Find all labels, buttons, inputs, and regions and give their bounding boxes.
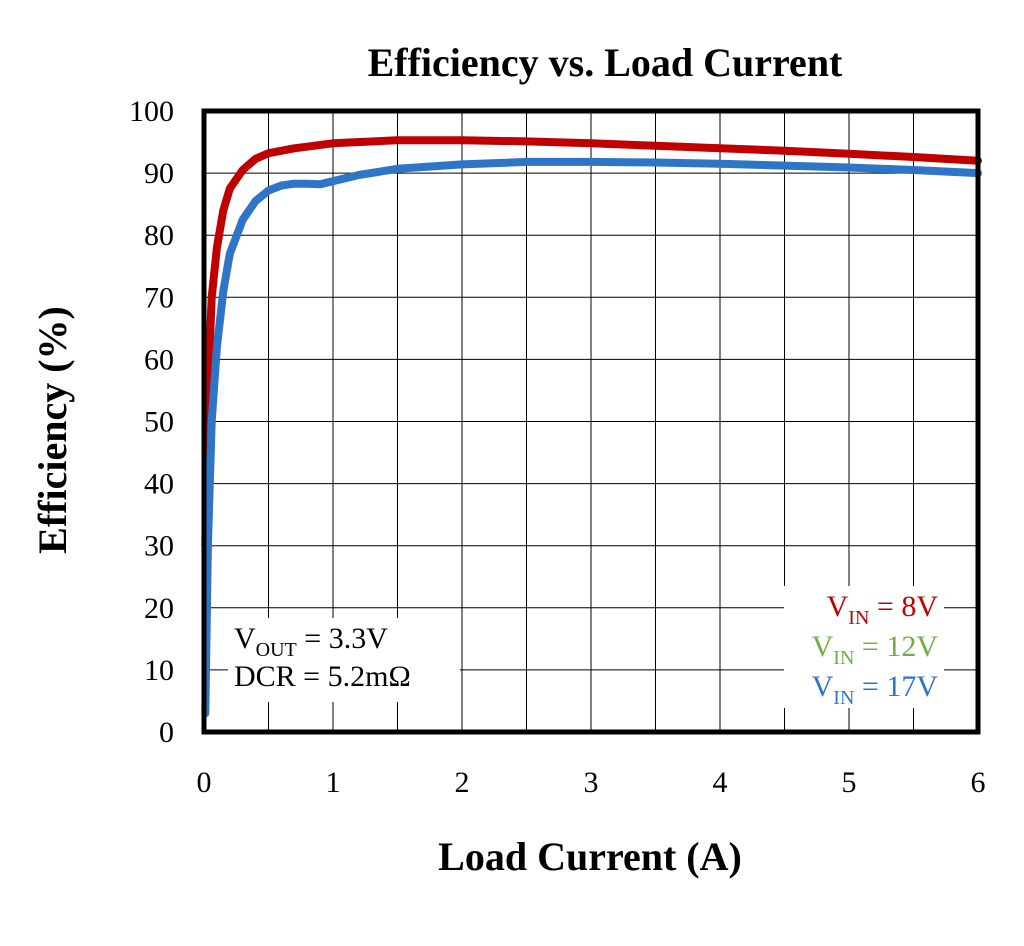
- x-tick-label: 5: [842, 766, 857, 799]
- x-tick-label: 4: [713, 766, 728, 799]
- x-tick-label: 1: [326, 766, 341, 799]
- x-tick-label: 6: [971, 766, 986, 799]
- y-tick-label: 100: [129, 95, 174, 128]
- x-tick-labels: 0 1 2 3 4 5 6: [197, 766, 986, 799]
- annotation-text: DCR = 5.2mΩ: [234, 660, 411, 693]
- series-line-1: [201, 136, 982, 550]
- plot-frame: [201, 108, 981, 735]
- x-tick-label: 2: [455, 766, 470, 799]
- y-tick-label: 20: [144, 592, 174, 625]
- x-tick-label: 3: [584, 766, 599, 799]
- legend-entry: VIN = 12V: [812, 630, 939, 669]
- x-axis-label: Load Current (A): [438, 834, 742, 879]
- chart-title: Efficiency vs. Load Current: [368, 40, 843, 85]
- series-lines: [201, 136, 982, 718]
- y-tick-labels: 0 10 20 30 40 50 60 70 80 90 100: [129, 95, 174, 749]
- y-tick-label: 70: [144, 281, 174, 314]
- y-tick-label: 10: [144, 654, 174, 687]
- x-tick-label: 0: [197, 766, 212, 799]
- y-tick-label: 40: [144, 468, 174, 501]
- annotation-text: VOUT = 3.3V: [234, 622, 388, 661]
- y-tick-label: 0: [159, 716, 174, 749]
- y-tick-label: 60: [144, 343, 174, 376]
- y-tick-label: 50: [144, 406, 174, 439]
- y-axis-label: Efficiency (%): [30, 306, 75, 554]
- y-tick-label: 80: [144, 219, 174, 252]
- annotation-background: [228, 618, 460, 702]
- legend-background: [784, 586, 944, 708]
- y-tick-label: 90: [144, 157, 174, 190]
- legend-entry: VIN = 8V: [827, 590, 939, 629]
- y-tick-label: 30: [144, 530, 174, 563]
- series-line-3: [201, 157, 982, 718]
- legend-entry: VIN = 17V: [812, 670, 939, 709]
